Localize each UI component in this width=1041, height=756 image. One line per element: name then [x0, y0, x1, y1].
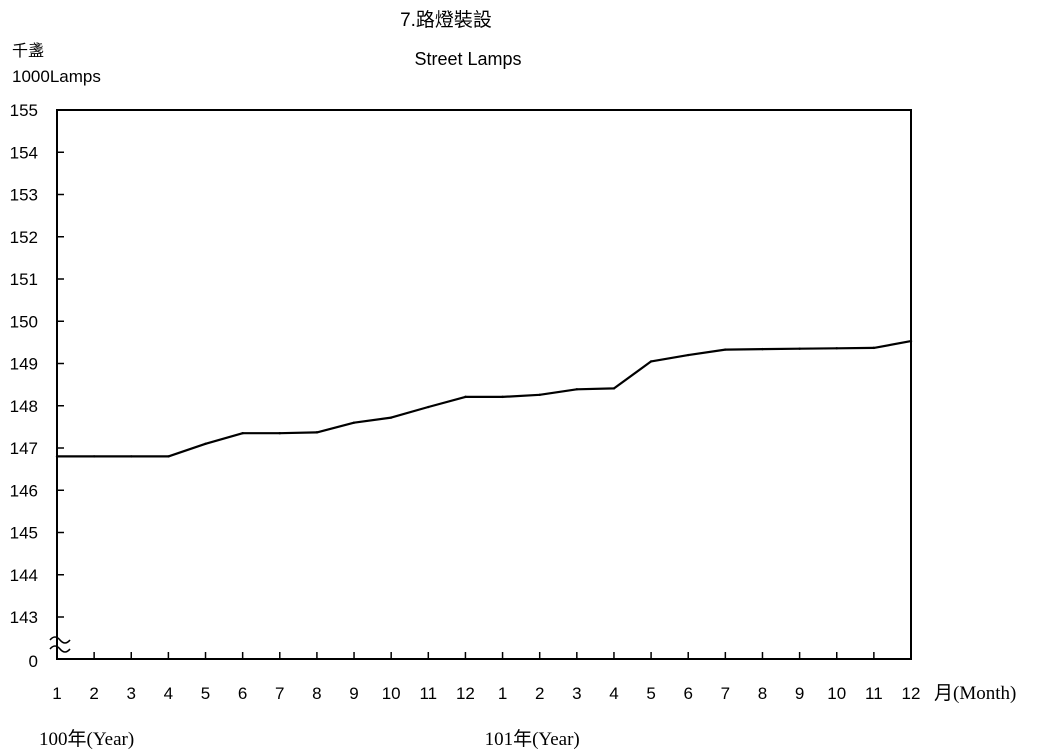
- x-tick-label: 11: [865, 684, 883, 703]
- x-tick-label: 4: [609, 684, 618, 703]
- x-tick-label: 12: [456, 684, 475, 703]
- data-point: [427, 405, 430, 409]
- data-point: [130, 455, 133, 458]
- data-point: [501, 395, 504, 399]
- data-point: [909, 339, 913, 343]
- x-tick-label: 2: [535, 684, 544, 703]
- data-point: [575, 388, 579, 391]
- data-point: [761, 347, 764, 351]
- y-tick-label: 149: [10, 355, 38, 374]
- data-point: [835, 347, 838, 350]
- x-tick-label: 3: [127, 684, 136, 703]
- x-tick-label: 5: [646, 684, 655, 703]
- data-point: [315, 431, 319, 434]
- year-label: 101年(Year): [485, 728, 580, 750]
- data-point: [724, 348, 727, 351]
- x-tick-label: 5: [201, 684, 210, 703]
- x-tick-label: 4: [164, 684, 173, 703]
- y-tick-label: 150: [10, 312, 38, 331]
- data-point: [649, 360, 653, 363]
- y-unit-en: 1000Lamps: [12, 67, 101, 86]
- x-tick-label: 11: [419, 684, 437, 703]
- x-tick-label: 1: [52, 684, 61, 703]
- data-point: [352, 421, 356, 424]
- chart-title: 7.路燈裝設: [400, 9, 492, 31]
- data-point: [872, 346, 876, 350]
- y-tick-label: 145: [10, 524, 38, 543]
- y-unit-zh: 千盞: [12, 42, 44, 60]
- y-break-label: 0: [29, 652, 38, 671]
- y-tick-label: 154: [10, 143, 38, 162]
- x-tick-label: 6: [238, 684, 247, 703]
- x-tick-label: 10: [827, 684, 846, 703]
- data-point: [798, 347, 801, 350]
- plot-frame: [56, 109, 912, 660]
- x-tick-label: 7: [721, 684, 730, 703]
- y-tick-label: 155: [10, 101, 38, 120]
- y-tick-label: 143: [10, 608, 38, 627]
- x-axis-label: 月(Month): [934, 683, 1016, 704]
- chart-subtitle: Street Lamps: [414, 49, 521, 69]
- data-points: [55, 339, 913, 458]
- data-point: [92, 455, 96, 458]
- x-tick-label: 3: [572, 684, 581, 703]
- year-labels: 100年(Year) 101年(Year): [39, 728, 580, 750]
- x-tick-label: 12: [902, 684, 921, 703]
- y-tick-label: 148: [10, 397, 38, 416]
- x-tick-label: 8: [758, 684, 767, 703]
- y-tick-label: 151: [10, 270, 38, 289]
- x-tick-label: 8: [312, 684, 321, 703]
- data-point: [278, 432, 281, 435]
- data-point: [204, 442, 207, 445]
- axis-break-icon: [49, 636, 71, 653]
- x-tick-label: 6: [683, 684, 692, 703]
- year-label: 100年(Year): [39, 728, 134, 750]
- x-tick-label: 2: [89, 684, 98, 703]
- data-point: [389, 416, 393, 419]
- x-tick-label: 9: [349, 684, 358, 703]
- y-tick-label: 152: [10, 228, 38, 247]
- y-axis: 143 144 145 146 147 148 149 150 151 152 153 154 155: [10, 101, 64, 627]
- x-tick-label: 7: [275, 684, 284, 703]
- data-point: [55, 455, 59, 458]
- x-tick-label: 10: [382, 684, 401, 703]
- y-tick-label: 147: [10, 439, 38, 458]
- y-tick-label: 153: [10, 186, 38, 205]
- data-point: [612, 387, 616, 390]
- y-tick-label: 146: [10, 481, 38, 500]
- data-point: [687, 353, 690, 357]
- data-point: [538, 393, 541, 396]
- x-axis: 1 2 3 4 5 6 7 8 9 10 11 12 1 2 3 4 5 6 7 8 9 10 11 12: [52, 652, 920, 703]
- x-tick-label: 9: [795, 684, 804, 703]
- series-line: [57, 340, 912, 458]
- x-tick-label: 1: [498, 684, 507, 703]
- y-tick-label: 144: [10, 566, 38, 585]
- data-point: [167, 455, 170, 458]
- data-point: [241, 432, 244, 435]
- data-point: [464, 395, 467, 399]
